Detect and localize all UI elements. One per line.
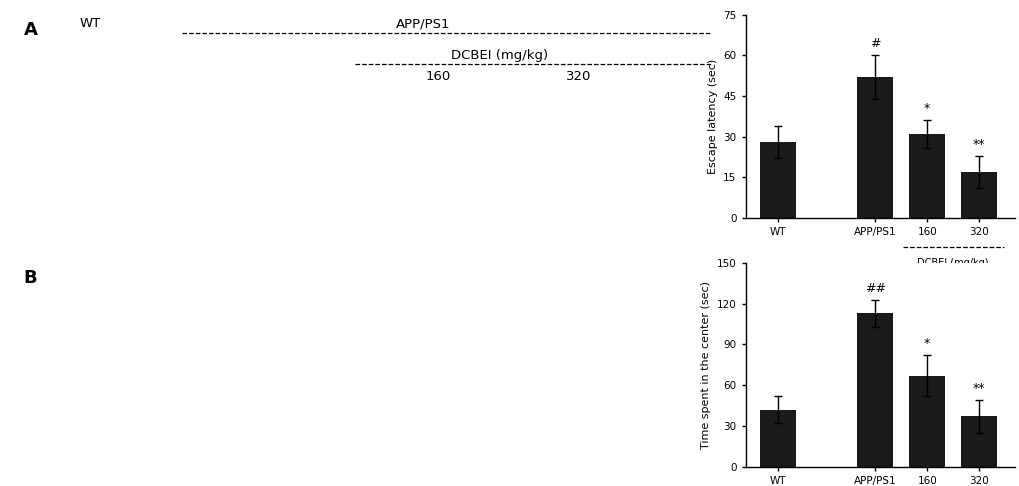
Bar xyxy=(759,410,795,467)
Text: DCBEI (mg/kg): DCBEI (mg/kg) xyxy=(450,49,548,62)
Text: *: * xyxy=(923,337,929,350)
Text: DCBEI (mg/kg): DCBEI (mg/kg) xyxy=(916,258,988,268)
Text: #: # xyxy=(869,37,879,50)
Y-axis label: Escape latency (sec): Escape latency (sec) xyxy=(707,59,717,174)
Bar xyxy=(759,142,795,218)
Text: 160: 160 xyxy=(426,70,450,84)
Text: **: ** xyxy=(972,138,984,151)
Text: WT: WT xyxy=(79,17,100,30)
Text: **: ** xyxy=(972,382,984,395)
Bar xyxy=(961,417,997,467)
Text: APP/PS1: APP/PS1 xyxy=(395,17,450,30)
Y-axis label: Time spent in the center (sec): Time spent in the center (sec) xyxy=(700,281,710,449)
Bar xyxy=(961,172,997,218)
Bar xyxy=(909,134,945,218)
Bar xyxy=(857,313,893,467)
Text: 320: 320 xyxy=(566,70,590,84)
Text: *: * xyxy=(923,103,929,115)
Text: A: A xyxy=(23,21,38,39)
Text: APP/PS1: APP/PS1 xyxy=(906,282,947,292)
Bar xyxy=(909,376,945,467)
Text: B: B xyxy=(23,269,38,287)
Text: ##: ## xyxy=(864,281,884,295)
Bar xyxy=(857,77,893,218)
